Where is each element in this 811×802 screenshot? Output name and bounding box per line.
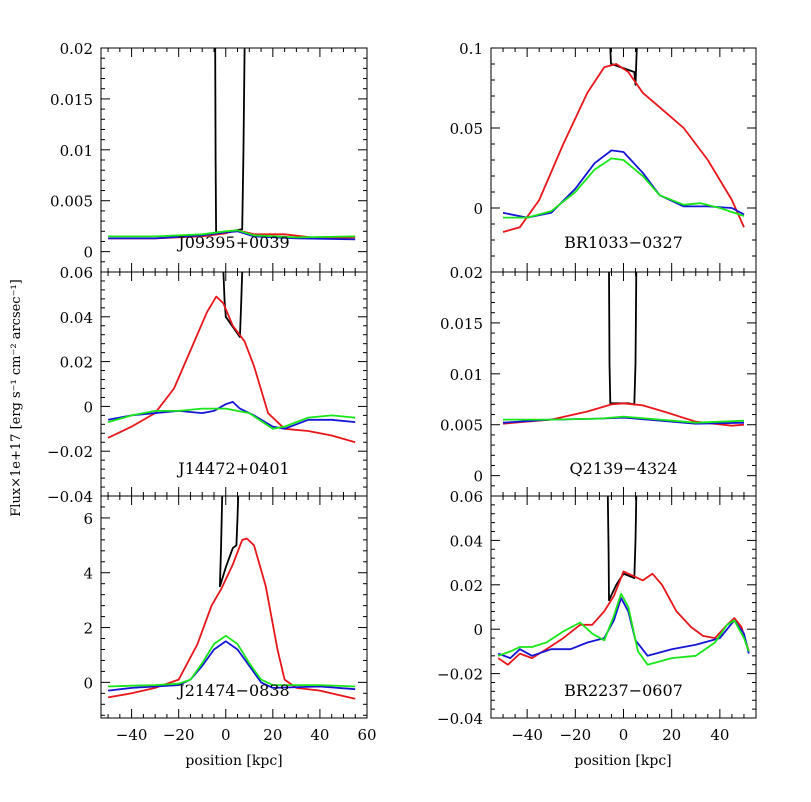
panel-6: −40 −20 0 20 40 −0.04 −0.02 0 0.02 0.04 0.06 BR2237… <box>437 488 757 744</box>
y-tick-label: 0.01 <box>60 142 93 160</box>
series-line-blue <box>497 597 750 659</box>
series-line-red <box>107 537 356 700</box>
series-line-black <box>606 496 638 602</box>
x-tick-label: 0 <box>221 726 231 744</box>
x-tick-label: 40 <box>310 726 329 744</box>
series-line-blue <box>108 230 356 241</box>
x-tick-label: 60 <box>357 726 376 744</box>
x-tick-label: 20 <box>263 726 282 744</box>
panel-title: Q2139−4324 <box>570 459 678 478</box>
y-tick-label: −0.04 <box>437 710 483 728</box>
x-tick-label: −40 <box>511 726 543 744</box>
series-group <box>502 48 745 233</box>
y-tick-label: 0 <box>473 621 483 639</box>
x-tick-label: −20 <box>559 726 591 744</box>
x-tick-label: −20 <box>163 726 195 744</box>
panel-1: 0 0.005 0.01 0.015 0.02 J09395+0039 <box>50 40 368 273</box>
y-tick-label: −0.02 <box>47 443 93 461</box>
series-line-blue <box>107 640 356 692</box>
panel-title: J09395+0039 <box>176 233 289 252</box>
series-line-green <box>497 592 750 666</box>
series-group <box>502 272 745 427</box>
series-line-black <box>219 496 240 588</box>
x-tick-label: 0 <box>619 726 629 744</box>
panel-frame <box>100 495 368 719</box>
panel-title: J14472+0401 <box>176 459 289 478</box>
y-tick-label: 0 <box>83 244 93 262</box>
y-tick-label: 0.01 <box>450 366 483 384</box>
x-tick-label: 40 <box>710 726 729 744</box>
series-line-black <box>214 48 246 234</box>
panel-4: 0 0.005 0.01 0.015 0.02 Q2139−4324 <box>440 264 757 497</box>
series-line-blue <box>107 401 356 430</box>
y-tick-label: 0.02 <box>60 354 93 372</box>
y-tick-label: 0.05 <box>450 120 483 138</box>
y-tick-label: 0.005 <box>50 193 93 211</box>
panel-title: J21474−0838 <box>176 681 289 700</box>
panel-title: BR1033−0327 <box>564 233 683 252</box>
series-line-red <box>107 295 356 444</box>
y-tick-label: 0 <box>83 398 93 416</box>
y-tick-label: 0.02 <box>450 577 483 595</box>
series-line-green <box>503 415 745 424</box>
series-group <box>497 496 750 666</box>
y-tick-label: 0.04 <box>60 309 93 327</box>
x-axis-label-left: position [kpc] <box>185 753 282 769</box>
series-group <box>108 48 356 241</box>
y-tick-label: 0 <box>83 674 93 692</box>
y-tick-label: 0.06 <box>450 488 483 506</box>
series-line-black <box>608 272 638 406</box>
y-tick-label: 2 <box>83 620 93 638</box>
y-tick-label: 0 <box>473 200 483 218</box>
y-tick-label: 0.015 <box>50 91 93 109</box>
y-tick-label: 4 <box>83 565 93 583</box>
y-tick-label: 0.005 <box>440 417 483 435</box>
panels: 0 0.005 0.01 0.015 0.02 J09395+0039 0 0.05 0.1 BR… <box>47 40 757 744</box>
panel-3: −0.04 −0.02 0 0.02 0.04 0.06 J14472+0401 <box>47 264 368 506</box>
series-line-green <box>108 229 356 239</box>
series-line-green <box>107 407 356 430</box>
x-tick-label: −40 <box>116 726 148 744</box>
y-tick-label: 0.02 <box>60 40 93 58</box>
x-axis-label-right: position [kpc] <box>574 753 671 769</box>
series-line-red <box>497 570 750 666</box>
y-tick-label: −0.04 <box>47 488 93 506</box>
series-line-green <box>108 634 356 688</box>
y-tick-label: 0.06 <box>60 264 93 282</box>
y-tick-label: 0.1 <box>459 40 483 58</box>
series-line-green <box>503 157 745 219</box>
series-line-red <box>502 63 745 233</box>
y-tick-label: 0.015 <box>440 315 483 333</box>
y-tick-label: 0.04 <box>450 532 483 550</box>
x-tick-label: 20 <box>662 726 681 744</box>
panel-2: 0 0.05 0.1 BR1033−0327 <box>450 40 757 273</box>
y-axis-label: Flux×1e+17 [erg s⁻¹ cm⁻² arcsec⁻¹] <box>9 279 24 516</box>
series-line-blue <box>502 149 745 219</box>
y-tick-label: −0.02 <box>437 666 483 684</box>
series-group <box>107 496 356 700</box>
y-tick-label: 0.02 <box>450 264 483 282</box>
panel-title: BR2237−0607 <box>564 681 683 700</box>
series-group <box>107 272 356 444</box>
panel-5: −40 −20 0 20 40 60 0 2 4 6 J21474−0838 <box>83 495 377 744</box>
y-tick-label: 0 <box>473 468 483 486</box>
y-tick-label: 6 <box>83 510 93 528</box>
